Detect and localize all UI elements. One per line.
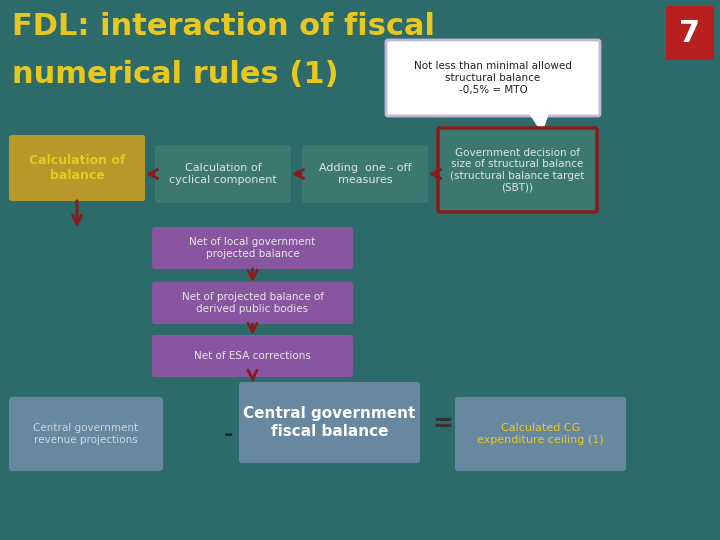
Text: FDL: interaction of fiscal: FDL: interaction of fiscal — [12, 12, 435, 41]
Text: Net of ESA corrections: Net of ESA corrections — [194, 351, 311, 361]
FancyBboxPatch shape — [156, 146, 290, 202]
Text: Net of local government
projected balance: Net of local government projected balanc… — [189, 237, 315, 259]
FancyBboxPatch shape — [303, 146, 427, 202]
Text: -: - — [223, 425, 233, 445]
FancyBboxPatch shape — [240, 383, 419, 462]
Text: Calculation of
balance: Calculation of balance — [29, 154, 125, 182]
FancyBboxPatch shape — [153, 228, 352, 268]
Text: 7: 7 — [680, 18, 701, 48]
FancyBboxPatch shape — [10, 136, 144, 200]
Text: Not less than minimal allowed
structural balance
-0,5% = MTO: Not less than minimal allowed structural… — [414, 62, 572, 94]
FancyBboxPatch shape — [10, 398, 162, 470]
Text: =: = — [433, 412, 454, 436]
FancyBboxPatch shape — [438, 128, 597, 212]
FancyBboxPatch shape — [666, 6, 714, 60]
FancyBboxPatch shape — [153, 336, 352, 376]
Text: Central government
fiscal balance: Central government fiscal balance — [243, 406, 415, 438]
FancyBboxPatch shape — [456, 398, 625, 470]
Text: Net of projected balance of
derived public bodies: Net of projected balance of derived publ… — [181, 292, 323, 314]
FancyBboxPatch shape — [386, 40, 600, 116]
Text: Central government
revenue projections: Central government revenue projections — [33, 423, 138, 445]
Text: Government decision of
size of structural balance
(structural balance target
(SB: Government decision of size of structura… — [450, 147, 585, 192]
Polygon shape — [530, 114, 548, 132]
Text: Calculation of
cyclical component: Calculation of cyclical component — [169, 163, 277, 185]
Text: Calculated CG
expenditure ceiling (1): Calculated CG expenditure ceiling (1) — [477, 423, 604, 445]
FancyBboxPatch shape — [153, 283, 352, 323]
Text: numerical rules (1): numerical rules (1) — [12, 60, 338, 89]
Text: Adding  one - off
measures: Adding one - off measures — [319, 163, 411, 185]
